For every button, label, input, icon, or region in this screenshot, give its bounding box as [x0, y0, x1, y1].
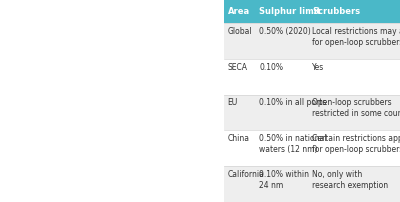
- FancyBboxPatch shape: [224, 95, 400, 130]
- Text: No, only with
research exemption: No, only with research exemption: [312, 170, 388, 190]
- Text: Open-loop scrubbers
restricted in some countries: Open-loop scrubbers restricted in some c…: [312, 98, 400, 118]
- Text: China: China: [228, 134, 250, 143]
- Text: Scrubbers: Scrubbers: [312, 7, 360, 16]
- Text: Global: Global: [228, 27, 252, 36]
- FancyBboxPatch shape: [224, 130, 400, 166]
- Text: Area: Area: [228, 7, 250, 16]
- Text: EU: EU: [228, 98, 238, 107]
- Text: 0.10% in all ports: 0.10% in all ports: [259, 98, 326, 107]
- FancyBboxPatch shape: [224, 0, 400, 23]
- Text: 0.10% within
24 nm: 0.10% within 24 nm: [259, 170, 309, 190]
- FancyBboxPatch shape: [224, 59, 400, 95]
- Text: Sulphur limit: Sulphur limit: [259, 7, 321, 16]
- Text: Certain restrictions apply
for open-loop scrubbers: Certain restrictions apply for open-loop…: [312, 134, 400, 154]
- Text: 0.50% in national
waters (12 nm): 0.50% in national waters (12 nm): [259, 134, 327, 154]
- Text: 0.10%: 0.10%: [259, 63, 283, 72]
- Text: 0.50% (2020): 0.50% (2020): [259, 27, 311, 36]
- Text: Yes: Yes: [312, 63, 324, 72]
- FancyBboxPatch shape: [224, 166, 400, 202]
- Text: Local restrictions may apply
for open-loop scrubbers: Local restrictions may apply for open-lo…: [312, 27, 400, 47]
- Text: SECA: SECA: [228, 63, 248, 72]
- FancyBboxPatch shape: [224, 23, 400, 59]
- Text: California: California: [228, 170, 264, 179]
